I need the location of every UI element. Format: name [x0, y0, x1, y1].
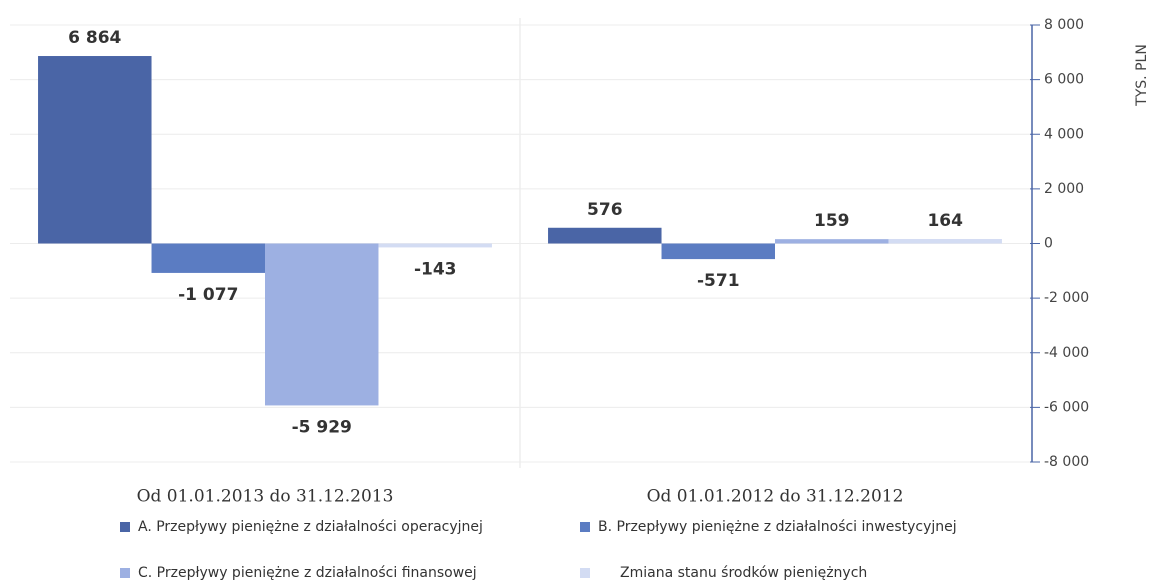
y-tick-label: 2 000	[1044, 181, 1084, 197]
y-tick-label: 8 000	[1044, 17, 1084, 33]
y-tick-label: -4 000	[1044, 345, 1089, 361]
y-tick-label: 4 000	[1044, 126, 1084, 142]
value-label: -5 929	[292, 417, 352, 437]
y-tick-label: 0	[1044, 236, 1053, 252]
x-tick-label: Od 01.01.2013 do 31.12.2013	[137, 487, 394, 507]
bar	[888, 239, 1002, 244]
bar	[548, 227, 662, 244]
bar	[38, 56, 152, 244]
value-label: 576	[587, 200, 623, 220]
value-label: 164	[927, 211, 963, 231]
bar	[775, 239, 889, 244]
legend-swatch	[120, 568, 130, 578]
legend-label: C. Przepływy pieniężne z działalności fi…	[138, 565, 477, 581]
bar	[661, 243, 775, 260]
y-tick-label: -8 000	[1044, 454, 1089, 470]
legend-swatch	[120, 522, 130, 532]
bar	[378, 243, 492, 248]
y-axis-label: TYS. PLN	[1134, 44, 1150, 107]
legend-swatch	[580, 568, 590, 578]
bar	[265, 243, 379, 406]
y-tick-label: -2 000	[1044, 290, 1089, 306]
legend-swatch	[580, 522, 590, 532]
value-label: -143	[414, 259, 457, 279]
y-tick-label: -6 000	[1044, 399, 1089, 415]
value-label: 6 864	[68, 28, 121, 48]
x-tick-label: Od 01.01.2012 do 31.12.2012	[647, 487, 904, 507]
legend-label: B. Przepływy pieniężne z działalności in…	[598, 519, 957, 535]
legend-label: Zmiana stanu środków pieniężnych	[620, 565, 867, 581]
value-label: -571	[697, 271, 740, 291]
legend-label: A. Przepływy pieniężne z działalności op…	[138, 519, 483, 535]
value-label: -1 077	[178, 285, 238, 305]
bar	[151, 243, 265, 273]
value-label: 159	[814, 211, 850, 231]
y-tick-label: 6 000	[1044, 72, 1084, 88]
